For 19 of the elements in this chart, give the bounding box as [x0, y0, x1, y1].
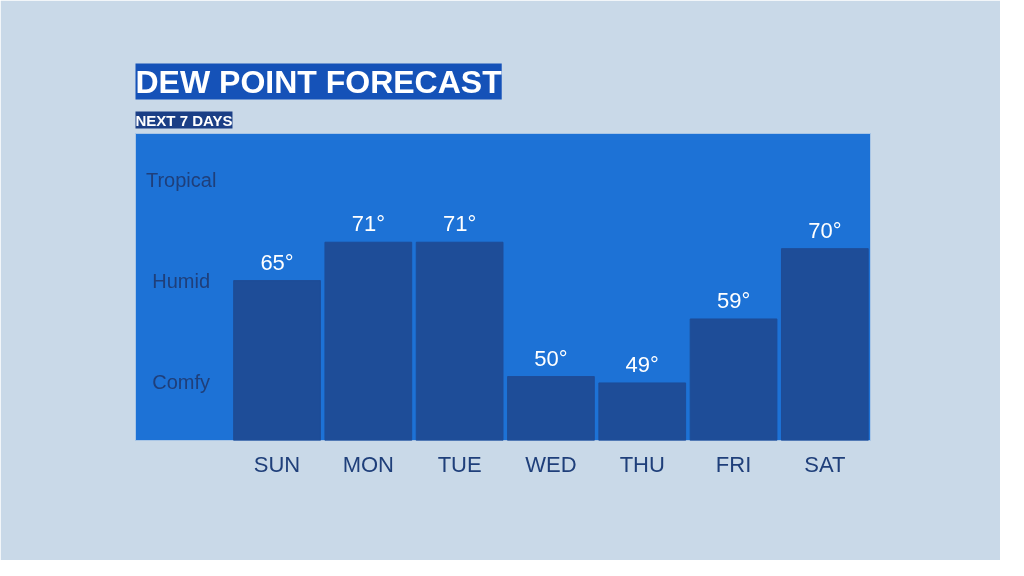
- data-label: 50°: [534, 345, 568, 371]
- x-tick-label: THU: [619, 451, 665, 477]
- data-label: 59°: [716, 287, 751, 313]
- data-label: 65°: [260, 249, 294, 275]
- text: Humid: [152, 269, 211, 292]
- x-tick-label: MON: [342, 451, 394, 477]
- data-label: 70°: [808, 217, 842, 243]
- chart-title: DEW POINT FORECAST: [135, 63, 503, 100]
- data-label: 71°: [351, 211, 385, 237]
- text: Comfy: [152, 371, 211, 394]
- x-tick-label: SAT: [804, 451, 846, 477]
- chart-subtitle: NEXT 7 DAYS: [135, 111, 233, 129]
- x-tick-label: SUN: [253, 451, 301, 477]
- data-label: 49°: [625, 351, 659, 377]
- x-tick-label: FRI: [715, 451, 752, 477]
- data-label: 71°: [443, 211, 477, 237]
- x-tick-label: WED: [525, 451, 577, 477]
- text: Tropical: [145, 168, 217, 191]
- x-tick-label: TUE: [437, 451, 482, 477]
